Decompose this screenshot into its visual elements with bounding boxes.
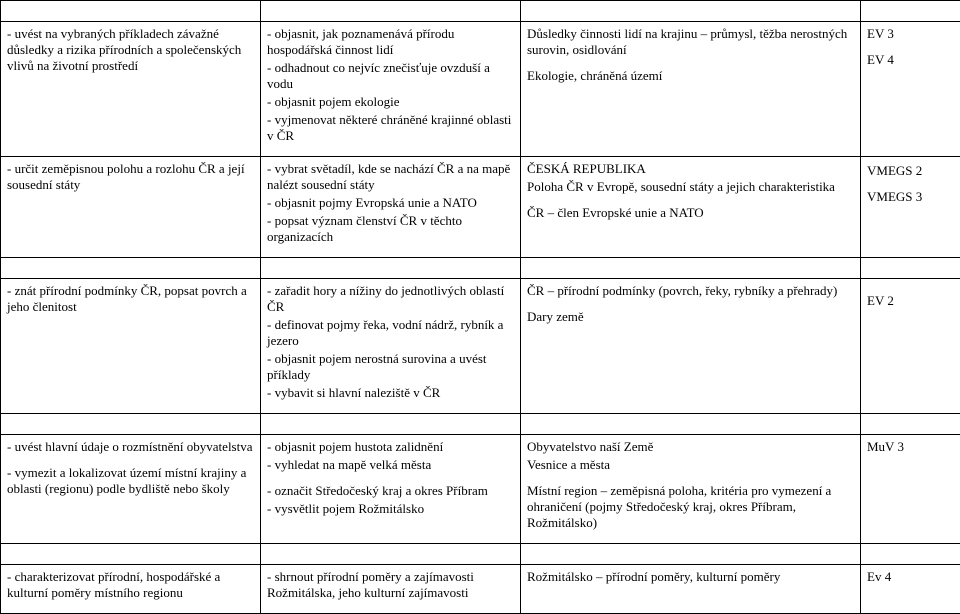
cell-line: - vysvětlit pojem Rožmitálsko (267, 501, 514, 517)
cell-c4: VMEGS 2 VMEGS 3 (861, 157, 960, 258)
cell-c3: Rožmitálsko – přírodní poměry, kulturní … (521, 565, 861, 614)
cell-c3: ČR – přírodní podmínky (povrch, řeky, ry… (521, 279, 861, 414)
curriculum-table: - uvést na vybraných příkladech závažné … (0, 0, 960, 614)
spacer-row (1, 258, 960, 279)
cell-line: Dary země (527, 309, 854, 325)
cell-line: ČR – člen Evropské unie a NATO (527, 205, 854, 221)
cell-line: - zařadit hory a nížiny do jednotlivých … (267, 283, 514, 315)
cell-c2: - objasnit pojem hustota zalidnění - vyhl… (261, 435, 521, 544)
cell-c1: - určit zeměpisnou polohu a rozlohu ČR a… (1, 157, 261, 258)
cell-line: - uvést na vybraných příkladech závažné … (7, 26, 254, 74)
cell-c3: Důsledky činnosti lidí na krajinu – prům… (521, 22, 861, 157)
cell-line: MuV 3 (867, 439, 954, 455)
cell-line: Rožmitálsko – přírodní poměry, kulturní … (527, 569, 854, 585)
cell-line: Obyvatelstvo naší Země (527, 439, 854, 455)
cell-line: EV 3 (867, 26, 954, 42)
cell-line: - shrnout přírodní poměry a zajímavosti … (267, 569, 514, 601)
table-row: - znát přírodní podmínky ČR, popsat povr… (1, 279, 960, 414)
cell-c2: - zařadit hory a nížiny do jednotlivých … (261, 279, 521, 414)
table-row: - uvést na vybraných příkladech závažné … (1, 22, 960, 157)
cell-c2: - shrnout přírodní poměry a zajímavosti … (261, 565, 521, 614)
cell-c1: - charakterizovat přírodní, hospodářské … (1, 565, 261, 614)
cell-line: - definovat pojmy řeka, vodní nádrž, ryb… (267, 317, 514, 349)
cell-line: - určit zeměpisnou polohu a rozlohu ČR a… (7, 161, 254, 193)
cell-line: VMEGS 2 (867, 163, 954, 179)
cell-line: - popsat význam členství ČR v těchto org… (267, 213, 514, 245)
table-row: - charakterizovat přírodní, hospodářské … (1, 565, 960, 614)
spacer-row (1, 414, 960, 435)
cell-c1: - znát přírodní podmínky ČR, popsat povr… (1, 279, 261, 414)
table-row: - určit zeměpisnou polohu a rozlohu ČR a… (1, 157, 960, 258)
cell-line: Ev 4 (867, 569, 954, 585)
cell-line: - objasnit pojem nerostná surovina a uvé… (267, 351, 514, 383)
cell-line: - objasnit pojem ekologie (267, 94, 514, 110)
cell-line: - objasnit, jak poznamenává přírodu hosp… (267, 26, 514, 58)
cell-line: - vybrat světadíl, kde se nachází ČR a n… (267, 161, 514, 193)
cell-line: - znát přírodní podmínky ČR, popsat povr… (7, 283, 254, 315)
cell-line: - vymezit a lokalizovat území místní kra… (7, 465, 254, 497)
cell-line: Důsledky činnosti lidí na krajinu – prům… (527, 26, 854, 58)
cell-line: - vybavit si hlavní naleziště v ČR (267, 385, 514, 401)
cell-line: Poloha ČR v Evropě, sousední státy a jej… (527, 179, 854, 195)
cell-line: Vesnice a města (527, 457, 854, 473)
cell-line: - vyhledat na mapě velká města (267, 457, 514, 473)
table-row: - uvést hlavní údaje o rozmístnění obyva… (1, 435, 960, 544)
cell-line: ČESKÁ REPUBLIKA (527, 161, 854, 177)
cell-c4: EV 3 EV 4 (861, 22, 960, 157)
cell-line: Ekologie, chráněná území (527, 68, 854, 84)
cell-c1: - uvést na vybraných příkladech závažné … (1, 22, 261, 157)
cell-line: ČR – přírodní podmínky (povrch, řeky, ry… (527, 283, 854, 299)
cell-line: - objasnit pojmy Evropská unie a NATO (267, 195, 514, 211)
cell-line: VMEGS 3 (867, 189, 954, 205)
cell-c3: ČESKÁ REPUBLIKA Poloha ČR v Evropě, souse… (521, 157, 861, 258)
spacer-row (1, 1, 960, 22)
cell-line: - označit Středočeský kraj a okres Příbr… (267, 483, 514, 499)
cell-line: - vyjmenovat některé chráněné krajinné o… (267, 112, 514, 144)
cell-line: EV 4 (867, 52, 954, 68)
cell-c4: MuV 3 (861, 435, 960, 544)
cell-line: - odhadnout co nejvíc znečisťuje ovzduší… (267, 60, 514, 92)
spacer-row (1, 544, 960, 565)
cell-line: EV 2 (867, 293, 954, 309)
cell-c2: - objasnit, jak poznamenává přírodu hosp… (261, 22, 521, 157)
cell-c3: Obyvatelstvo naší Země Vesnice a města Mís… (521, 435, 861, 544)
cell-c4: EV 2 (861, 279, 960, 414)
cell-c1: - uvést hlavní údaje o rozmístnění obyva… (1, 435, 261, 544)
cell-line: - uvést hlavní údaje o rozmístnění obyva… (7, 439, 254, 455)
cell-line: Místní region – zeměpisná poloha, kritér… (527, 483, 854, 531)
cell-c4: Ev 4 (861, 565, 960, 614)
cell-line: - objasnit pojem hustota zalidnění (267, 439, 514, 455)
cell-line: - charakterizovat přírodní, hospodářské … (7, 569, 254, 601)
cell-c2: - vybrat světadíl, kde se nachází ČR a n… (261, 157, 521, 258)
